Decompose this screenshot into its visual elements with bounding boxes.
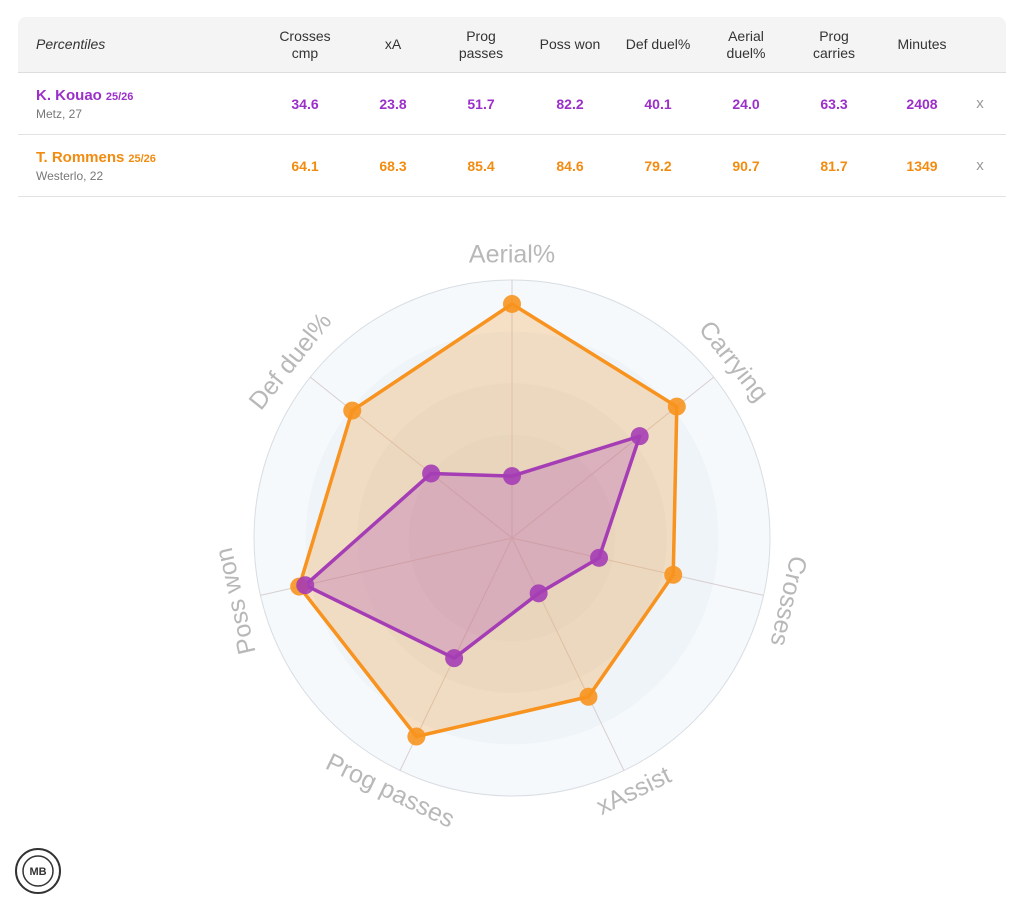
data-point	[664, 565, 683, 584]
logo-text: MB	[29, 866, 46, 878]
stat-cell: 23.8	[379, 95, 407, 112]
header-cell: Def duel%	[625, 36, 691, 52]
stat-cell: 63.3	[820, 95, 848, 112]
logo-inner	[22, 855, 54, 887]
table-header: Percentiles Crosses cmp xA Prog passes Poss …	[18, 17, 1006, 73]
header-cell: Prog passes	[458, 27, 504, 61]
stat-cell: 1349	[906, 157, 938, 174]
stat-cell: 2408	[906, 95, 938, 112]
data-point	[667, 397, 686, 416]
header-cell: Percentiles	[36, 36, 106, 52]
header-cell: Minutes	[897, 36, 947, 52]
stat-cell: 84.6	[556, 157, 584, 174]
name: K. Kouao	[36, 87, 102, 104]
stat-cell: 82.2	[556, 95, 584, 112]
remove-button[interactable]: x	[976, 157, 984, 174]
data-point	[630, 427, 649, 446]
stat-cell: 64.1	[291, 157, 319, 174]
logo: MB	[15, 848, 61, 894]
season: 25/26	[128, 153, 156, 165]
player-info: Metz, 27	[36, 107, 83, 121]
stat-cell: 90.7	[732, 157, 760, 174]
radar-axis	[309, 376, 513, 539]
comparison-table: Percentiles Crosses cmp xA Prog passes Poss …	[18, 17, 1006, 197]
stat-cell: 68.3	[379, 157, 407, 174]
stat-cell: 51.7	[467, 95, 495, 112]
player-row: T. Rommens 25/26 Westerlo, 22 64.1 68.3 85.4 8…	[18, 135, 1006, 197]
header-cell: xA	[384, 36, 402, 52]
player-name: K. Kouao 25/26	[36, 87, 133, 104]
data-point	[407, 727, 426, 746]
stat-cell: 24.0	[732, 95, 760, 112]
data-point	[503, 294, 521, 313]
player-row: K. Kouao 25/26 Metz, 27 34.6 23.8 51.7 82.2 40.…	[18, 73, 1006, 135]
stat-cell: 85.4	[467, 157, 495, 174]
stat-cell: 79.2	[644, 157, 672, 174]
stat-cell: 81.7	[820, 157, 848, 174]
data-point	[529, 584, 548, 603]
stat-cell: 40.1	[644, 95, 672, 112]
player-name: T. Rommens 25/26	[36, 149, 156, 166]
header-cell: Crosses cmp	[279, 27, 331, 61]
data-point	[296, 576, 315, 595]
player-info: Westerlo, 22	[36, 169, 104, 183]
header-cell: Aerial duel%	[726, 27, 766, 61]
axis-label: Poss won	[210, 545, 261, 657]
radar-axis	[511, 537, 625, 771]
series-area	[303, 434, 642, 660]
header-cell: Poss won	[539, 36, 601, 52]
axis-label: Crosses	[764, 553, 812, 649]
name: T. Rommens	[36, 149, 125, 166]
data-point	[343, 401, 362, 420]
stat-cell: 34.6	[291, 95, 319, 112]
data-point	[422, 464, 441, 483]
data-point	[579, 687, 598, 706]
data-point	[503, 467, 521, 486]
data-point	[445, 649, 464, 668]
radar-axis	[511, 537, 764, 596]
remove-button[interactable]: x	[976, 95, 984, 112]
season: 25/26	[105, 91, 134, 103]
header-cell: Prog carries	[812, 27, 855, 61]
data-point	[590, 548, 609, 567]
axis-label: Aerial%	[469, 241, 555, 269]
